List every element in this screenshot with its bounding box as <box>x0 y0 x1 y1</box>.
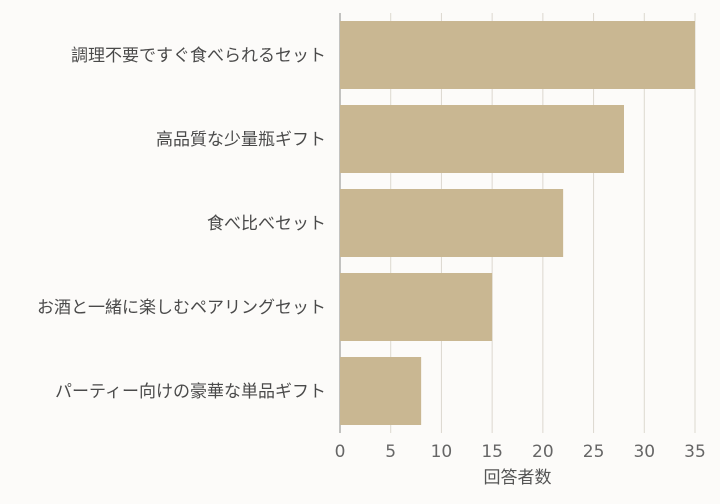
category-label-2: 高品質な少量瓶ギフト <box>156 130 326 150</box>
bar-3 <box>340 189 564 257</box>
category-label-5: パーティー向けの豪華な単品ギフト <box>55 381 326 402</box>
x-tick-label-0: 0 <box>335 442 346 462</box>
x-tick-label-15: 15 <box>481 442 503 462</box>
bar-5 <box>340 357 422 425</box>
x-tick-label-20: 20 <box>532 442 554 462</box>
bar-2 <box>340 105 624 173</box>
bar-1 <box>340 21 695 89</box>
category-label-1: 調理不要ですぐ食べられるセット <box>71 46 326 66</box>
x-tick-label-10: 10 <box>431 442 453 462</box>
category-label-3: 食べ比べセット <box>207 214 326 234</box>
category-labels: 調理不要ですぐ食べられるセット高品質な少量瓶ギフト食べ比べセットお酒と一緒に楽し… <box>37 46 326 402</box>
x-tick-label-25: 25 <box>583 442 605 462</box>
x-axis-title: 回答者数 <box>484 468 552 488</box>
bars <box>340 21 695 425</box>
x-tick-labels: 0 5 10 15 20 25 30 35 <box>335 442 706 462</box>
x-tick-label-30: 30 <box>633 442 655 462</box>
category-label-4: お酒と一緒に楽しむペアリングセット <box>37 298 326 318</box>
x-tick-label-35: 35 <box>684 442 706 462</box>
bar-4 <box>340 273 493 341</box>
x-tick-label-5: 5 <box>385 442 396 462</box>
